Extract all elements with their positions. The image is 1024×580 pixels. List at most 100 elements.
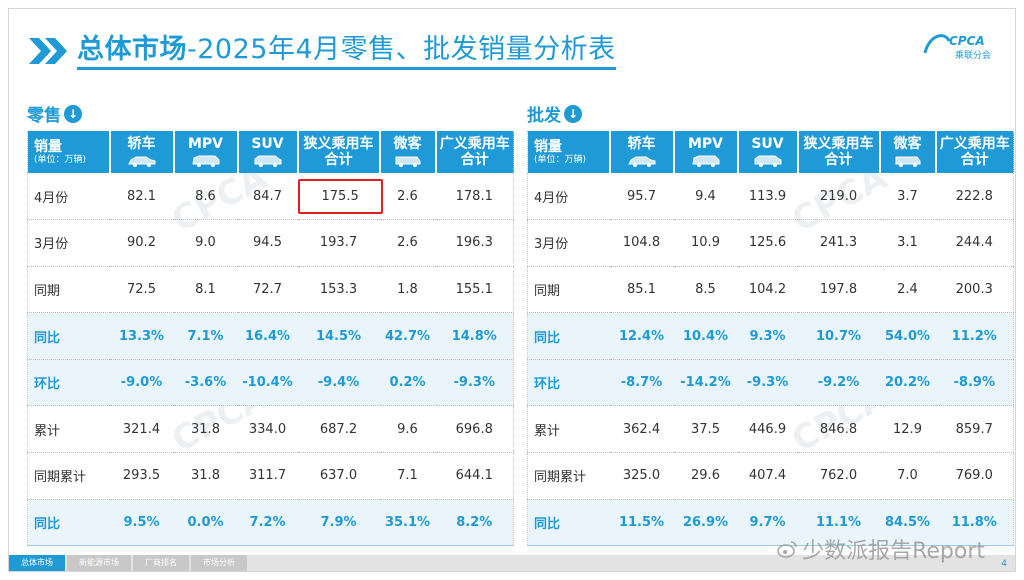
table-cell: 696.8	[435, 405, 514, 454]
table-cell: 10.7%	[797, 312, 880, 360]
table-cell: 113.9	[737, 173, 798, 221]
sedan-icon	[627, 156, 655, 167]
slide: 总体市场-2025年4月零售、批发销量分析表 CPCA 乘联分会 CPCA CP…	[8, 8, 1016, 572]
row-label: 累计	[527, 405, 610, 454]
table-cell: 9.0	[173, 219, 238, 267]
logo-sub: 乘联分会	[955, 49, 991, 61]
table-cell: -9.2%	[797, 359, 880, 407]
table-cell: 2.6	[379, 219, 436, 267]
table-cell: 769.0	[935, 452, 1014, 500]
table-cell: 54.0%	[879, 312, 936, 360]
row-label: 同比	[527, 499, 610, 547]
table-cell: 155.1	[435, 266, 514, 314]
table-cell: 407.4	[737, 452, 798, 500]
table-cell: 222.8	[935, 173, 1014, 221]
table-cell: 3.7	[879, 173, 936, 221]
table-cell: -8.7%	[609, 359, 674, 407]
cpca-logo: CPCA 乘联分会	[919, 27, 1003, 63]
table-cell: 9.4	[673, 173, 738, 221]
header-suv: SUV	[737, 131, 799, 173]
mpv-icon	[191, 155, 219, 167]
table-cell: -9.0%	[109, 359, 174, 407]
title-bar: 总体市场-2025年4月零售、批发销量分析表	[27, 31, 616, 71]
table-row: 同期 72.5 8.1 72.7 153.3 1.8 155.1	[27, 266, 514, 314]
table-cell: 12.9	[879, 405, 936, 454]
table-cell: 637.0	[297, 452, 380, 500]
arrow-down-icon: ↓	[564, 104, 582, 123]
sedan-icon	[127, 156, 155, 167]
table-cell: 104.8	[609, 219, 674, 267]
table-cell: 0.2%	[379, 359, 436, 407]
table-cell: 311.7	[237, 452, 298, 500]
table-cell: 687.2	[297, 405, 380, 454]
footer-tab-overall[interactable]: 总体市场	[9, 555, 65, 571]
row-label: 4月份	[527, 173, 610, 221]
table-cell: 8.6	[173, 173, 238, 221]
table-cell: 42.7%	[379, 312, 436, 360]
table-cell: 11.2%	[935, 312, 1014, 360]
page-number: 4	[1001, 559, 1007, 569]
table-cell: 193.7	[297, 219, 380, 267]
table-row: 同期累计 293.5 31.8 311.7 637.0 7.1 644.1	[27, 452, 514, 500]
footer-tab-ranking[interactable]: 厂商排名	[133, 555, 189, 571]
table-cell: 197.8	[797, 266, 880, 314]
row-label: 4月份	[27, 173, 110, 221]
table-cell: 72.5	[109, 266, 174, 314]
table-cell: 104.2	[737, 266, 798, 314]
table-cell: 362.4	[609, 405, 674, 454]
wholesale-table: 销量 (单位：万辆) 轿车 MPV SUV 狭义乘用车合计 微客 广义乘用车合计 …	[527, 131, 1014, 547]
row-label: 同期累计	[27, 452, 110, 500]
table-cell: 31.8	[173, 405, 238, 454]
table-row: 同期累计 325.0 29.6 407.4 762.0 7.0 769.0	[527, 452, 1014, 500]
row-label: 3月份	[527, 219, 610, 267]
footer-nav: 总体市场 新能源市场 厂商排名 市场分析	[9, 555, 1015, 571]
row-label: 同期累计	[527, 452, 610, 500]
header-passenger-broad: 广义乘用车合计	[935, 131, 1014, 173]
page-title: 总体市场-2025年4月零售、批发销量分析表	[77, 33, 616, 70]
table-cell: 16.4%	[237, 312, 298, 360]
mpv-icon	[691, 155, 719, 167]
table-cell: 244.4	[935, 219, 1014, 267]
table-cell: 9.6	[379, 405, 436, 454]
table-cell: 859.7	[935, 405, 1014, 454]
table-cell: 85.1	[609, 266, 674, 314]
row-label: 同期	[527, 266, 610, 314]
table-cell: 325.0	[609, 452, 674, 500]
table-cell: 153.3	[297, 266, 380, 314]
table-cell: 321.4	[109, 405, 174, 454]
suv-icon	[254, 155, 281, 167]
table-cell: 3.1	[879, 219, 936, 267]
row-label: 同比	[27, 312, 110, 360]
table-cell: -9.3%	[435, 359, 514, 407]
table-row: 4月份 82.1 8.6 84.7 175.5 2.6 178.1	[27, 173, 514, 221]
retail-section-label: 零售 ↓	[27, 101, 82, 126]
footer-tab-analysis[interactable]: 市场分析	[191, 555, 247, 571]
weibo-icon	[777, 541, 797, 558]
minivan-icon	[895, 156, 920, 167]
table-row: 3月份 104.8 10.9 125.6 241.3 3.1 244.4	[527, 219, 1014, 267]
table-row: 同比 12.4% 10.4% 9.3% 10.7% 54.0% 11.2%	[527, 312, 1014, 360]
table-cell: 35.1%	[379, 499, 436, 547]
table-cell: 9.3%	[737, 312, 798, 360]
row-label: 同期	[27, 266, 110, 314]
table-cell: 82.1	[109, 173, 174, 221]
header-passenger-narrow: 狭义乘用车合计	[297, 131, 381, 173]
header-passenger-broad: 广义乘用车合计	[435, 131, 514, 173]
row-label: 累计	[27, 405, 110, 454]
suv-icon	[754, 155, 781, 167]
table-cell: 72.7	[237, 266, 298, 314]
table-cell: 26.9%	[673, 499, 738, 547]
footer-tab-nev[interactable]: 新能源市场	[67, 555, 131, 571]
table-cell: 2.4	[879, 266, 936, 314]
table-row: 同比 11.5% 26.9% 9.7% 11.1% 84.5% 11.8%	[527, 499, 1014, 547]
header-sedan: 轿车	[609, 131, 675, 173]
table-cell: -14.2%	[673, 359, 738, 407]
table-cell: -8.9%	[935, 359, 1014, 407]
table-cell: 31.8	[173, 452, 238, 500]
logo-text: CPCA	[949, 34, 985, 48]
row-label: 环比	[27, 359, 110, 407]
wholesale-section-label: 批发 ↓	[527, 101, 582, 126]
table-row: 累计 321.4 31.8 334.0 687.2 9.6 696.8	[27, 405, 514, 454]
table-cell: 8.5	[673, 266, 738, 314]
table-cell: 219.0	[797, 173, 880, 221]
